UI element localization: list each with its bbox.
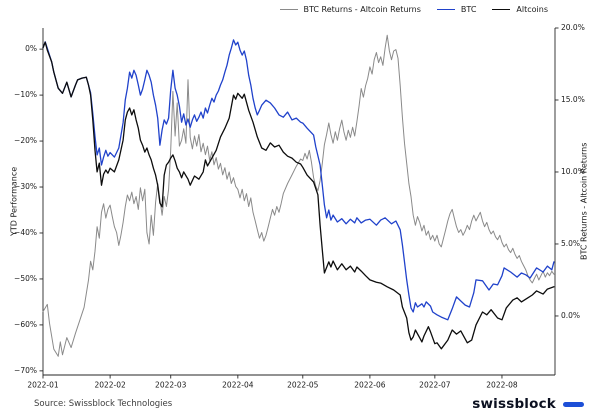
legend: BTC Returns - Altcoin Returns BTC Altcoi…	[279, 5, 548, 14]
left-tick-label: −10%	[14, 90, 37, 99]
left-tick-label: 0%	[25, 44, 37, 53]
series-line-altcoins	[42, 41, 555, 350]
x-tick-label: 2022-03	[155, 381, 187, 390]
x-tick-label: 2022-06	[354, 381, 386, 390]
legend-item-btc: BTC	[436, 5, 477, 14]
left-tick-label: −20%	[14, 136, 37, 145]
x-tick-label: 2022-07	[419, 381, 451, 390]
spread-line-swatch-icon	[279, 9, 298, 10]
right-tick-label: 15.0%	[561, 95, 585, 104]
x-tick-label: 2022-01	[27, 381, 59, 390]
right-tick-label: 10.0%	[561, 167, 585, 176]
right-tick-label: 20.0%	[561, 23, 585, 32]
altcoins-line-swatch-icon	[492, 9, 511, 10]
series-line-btc	[42, 39, 555, 321]
right-tick-label: 5.0%	[561, 239, 580, 248]
series-line-btc-returns-altcoin-returns	[42, 34, 555, 357]
brand-dash-icon	[563, 401, 584, 407]
x-tick-label: 2022-05	[287, 381, 319, 390]
left-tick-label: −30%	[14, 182, 37, 191]
left-tick-label: −40%	[14, 228, 37, 237]
x-tick-label: 2022-02	[94, 381, 126, 390]
legend-label-spread: BTC Returns - Altcoin Returns	[303, 5, 421, 14]
brand-logo-text: swissblock	[472, 396, 556, 412]
btc-line-swatch-icon	[436, 9, 455, 10]
brand-logo: swissblock	[472, 396, 584, 412]
legend-item-altcoins: Altcoins	[492, 5, 548, 14]
source-note: Source: Swissblock Technologies	[34, 399, 173, 409]
legend-item-spread: BTC Returns - Altcoin Returns	[279, 5, 421, 14]
left-tick-label: −70%	[14, 366, 37, 375]
x-tick-label: 2022-04	[222, 381, 254, 390]
left-tick-label: −50%	[14, 274, 37, 283]
legend-label-btc: BTC	[460, 5, 477, 14]
left-tick-label: −60%	[14, 320, 37, 329]
legend-label-altcoins: Altcoins	[516, 5, 548, 14]
x-tick-label: 2022-08	[486, 381, 518, 390]
right-tick-label: 0.0%	[561, 311, 580, 320]
